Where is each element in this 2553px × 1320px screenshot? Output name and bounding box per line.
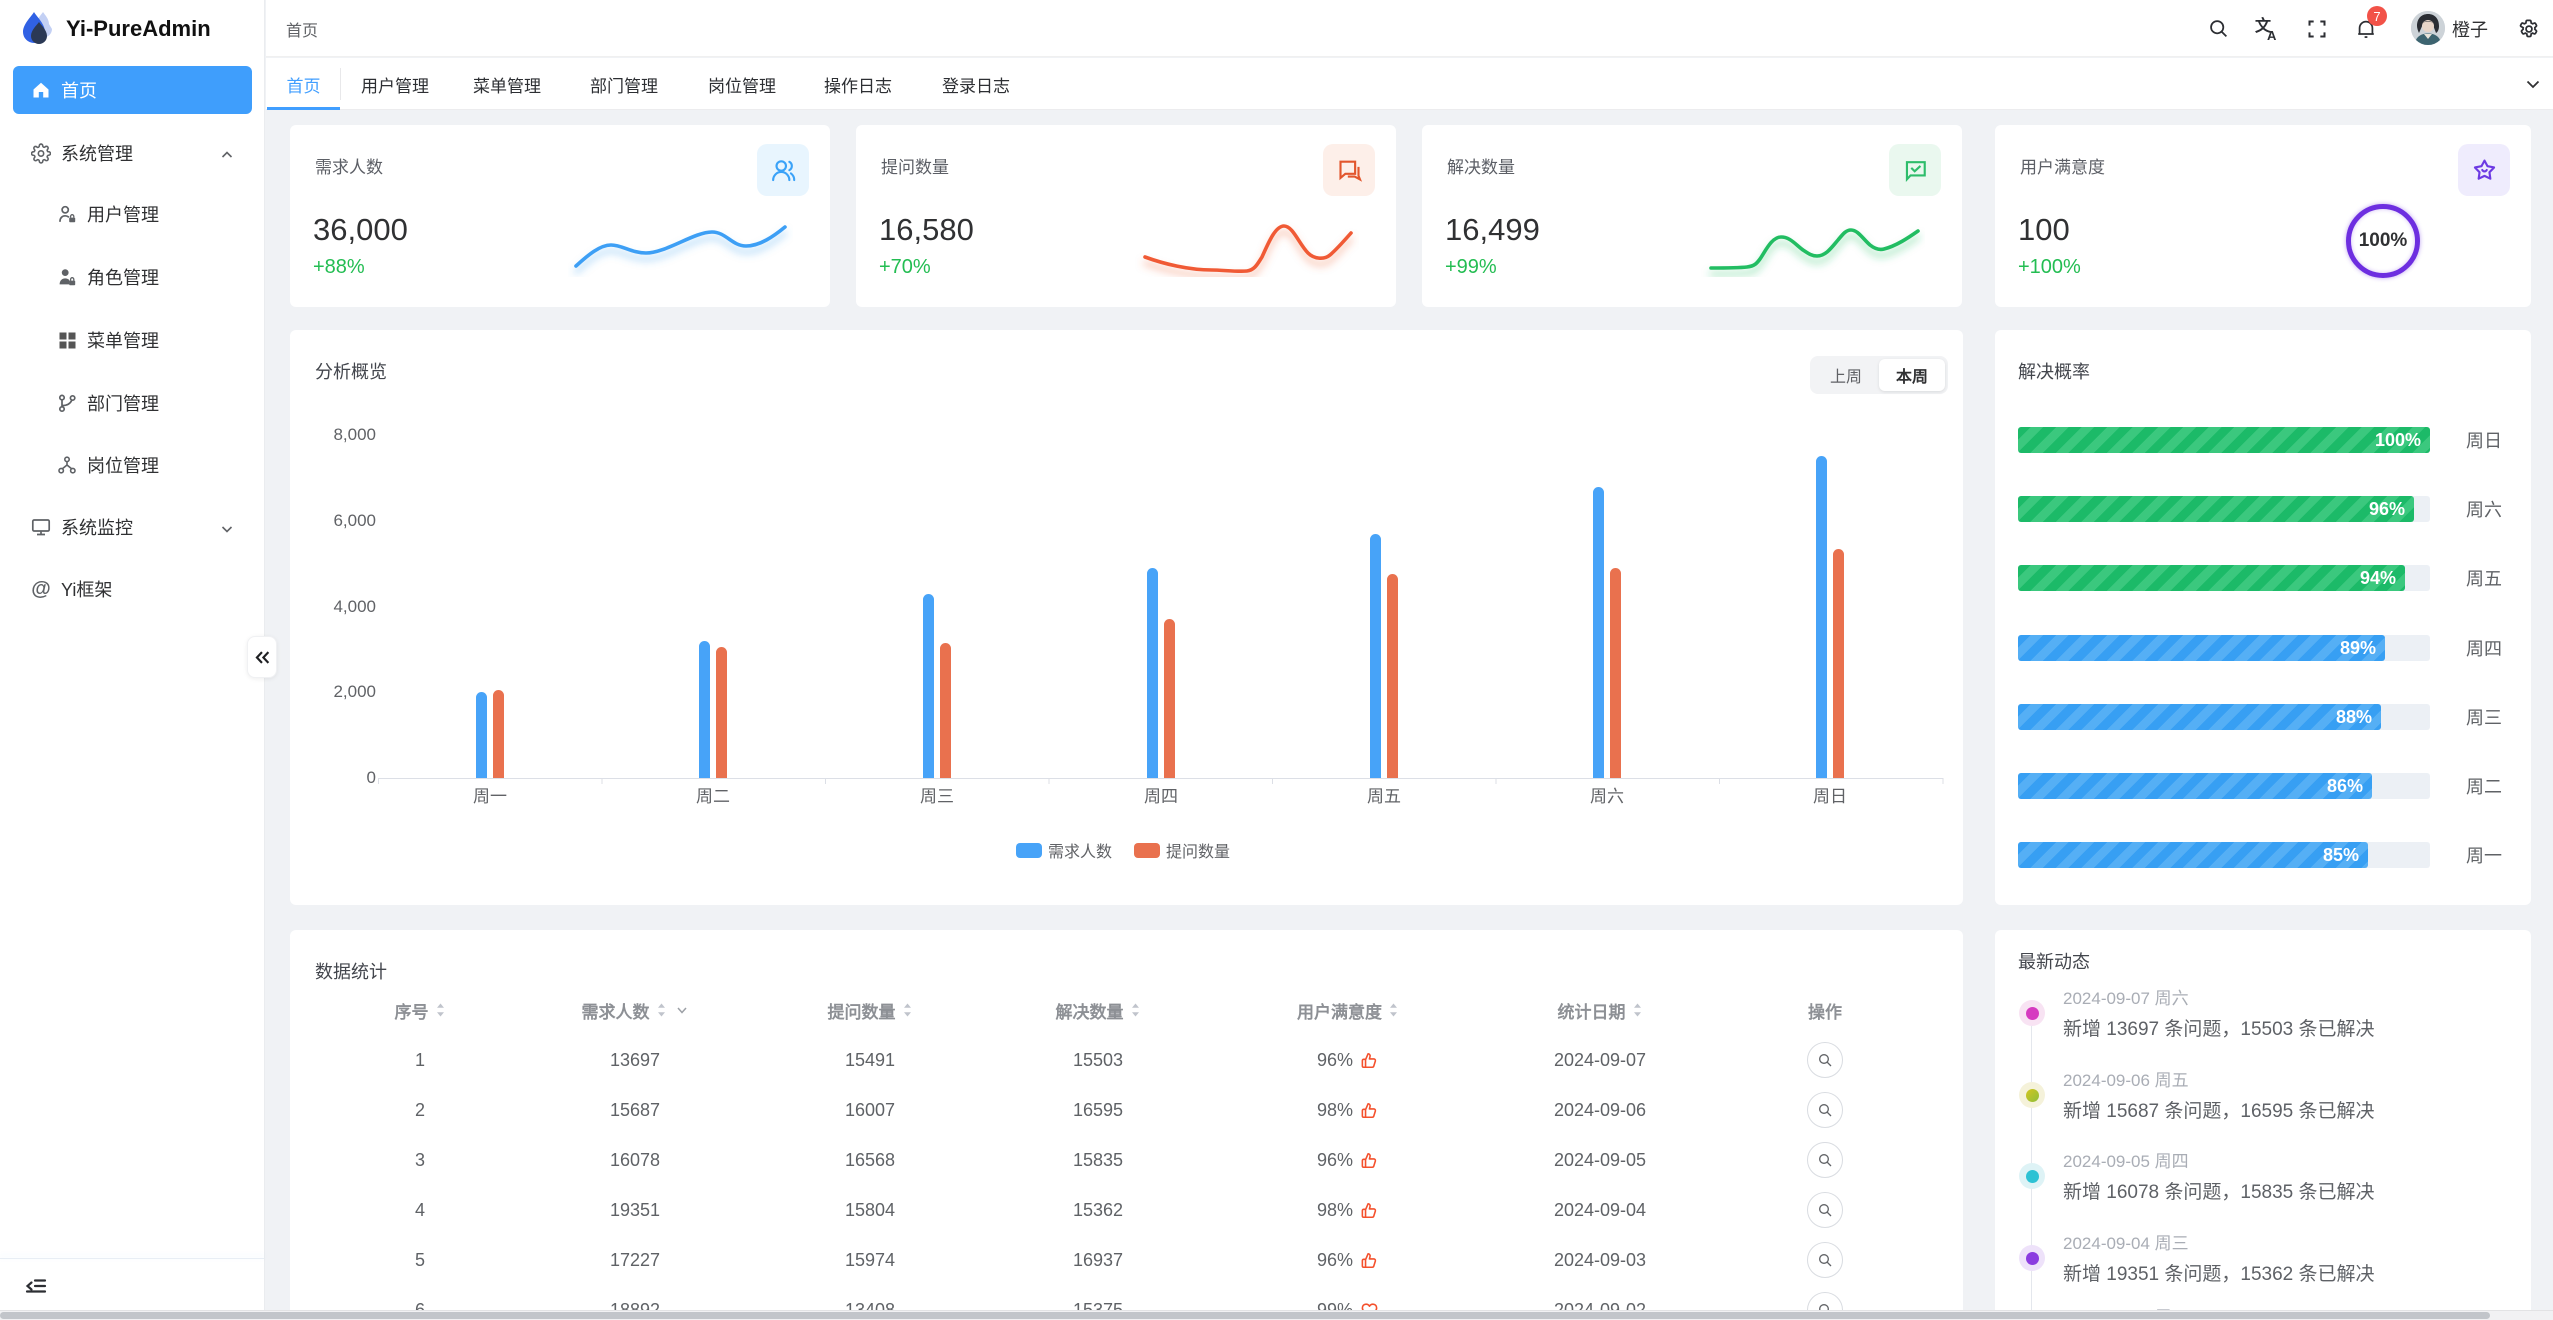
svg-text:需求人数: 需求人数 xyxy=(1048,843,1112,861)
svg-text:4,000: 4,000 xyxy=(333,597,376,616)
svg-text:8,000: 8,000 xyxy=(333,425,376,444)
svg-text:周二: 周二 xyxy=(696,787,730,806)
svg-text:周四: 周四 xyxy=(1144,787,1178,806)
svg-text:文: 文 xyxy=(2255,16,2272,35)
svg-text:2,000: 2,000 xyxy=(333,682,376,701)
svg-text:周五: 周五 xyxy=(1367,787,1401,806)
svg-text:周六: 周六 xyxy=(1590,787,1624,806)
svg-text:6,000: 6,000 xyxy=(333,511,376,530)
svg-text:提问数量: 提问数量 xyxy=(1166,843,1230,861)
svg-text:周一: 周一 xyxy=(473,787,507,806)
svg-text:周日: 周日 xyxy=(1813,787,1847,806)
svg-text:A: A xyxy=(2267,28,2277,42)
svg-text:0: 0 xyxy=(367,768,376,787)
svg-text:周三: 周三 xyxy=(920,787,954,806)
